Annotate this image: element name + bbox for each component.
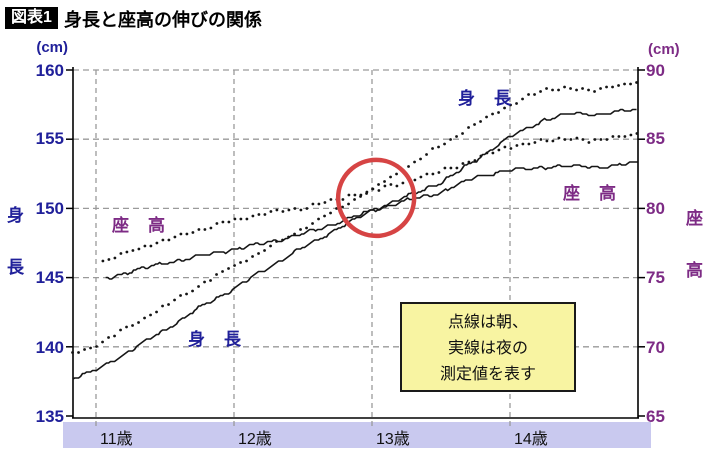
left-axis-title-char1: 身 [7, 206, 24, 225]
age-label-12: 12歳 [238, 431, 272, 448]
right-tick-90: 90 [646, 61, 665, 80]
note-line-1: 点線は朝、 [447, 314, 528, 331]
age-band [63, 422, 651, 448]
right-axis-unit: (cm) [648, 41, 680, 58]
left-tick-145: 145 [35, 268, 64, 287]
right-axis-title-char2: 高 [686, 261, 703, 280]
page-title: 身長と座高の伸びの関係 [64, 10, 262, 30]
age-label-11: 11歳 [100, 431, 133, 448]
left-tick-160: 160 [35, 61, 64, 80]
height-evening-label: 身 長 [188, 330, 242, 349]
age-label-14: 14歳 [514, 431, 548, 448]
right-tick-70: 70 [646, 338, 665, 357]
left-tick-155: 155 [35, 129, 64, 148]
age-label-13: 13歳 [376, 431, 410, 448]
left-tick-135: 135 [35, 407, 64, 426]
right-tick-85: 85 [646, 129, 665, 148]
left-tick-140: 140 [35, 338, 64, 357]
note-line-3: 測定値を表す [439, 365, 536, 383]
note-line-2: 実線は夜の [447, 339, 528, 357]
sitting-evening-label: 座 高 [563, 184, 617, 203]
right-tick-80: 80 [646, 199, 665, 218]
height-morning-label: 身 長 [458, 89, 512, 108]
sitting-morning-label: 座 高 [112, 216, 166, 235]
right-tick-75: 75 [646, 268, 665, 287]
figure-badge: 図表1 [5, 7, 58, 29]
right-axis-title-char1: 座 [686, 209, 703, 228]
left-axis-unit: (cm) [36, 39, 68, 56]
left-axis-title-char2: 長 [7, 258, 24, 277]
legend-note: 点線は朝、 実線は夜の 測定値を表す [400, 302, 576, 392]
right-tick-65: 65 [646, 407, 665, 426]
left-tick-150: 150 [35, 199, 64, 218]
